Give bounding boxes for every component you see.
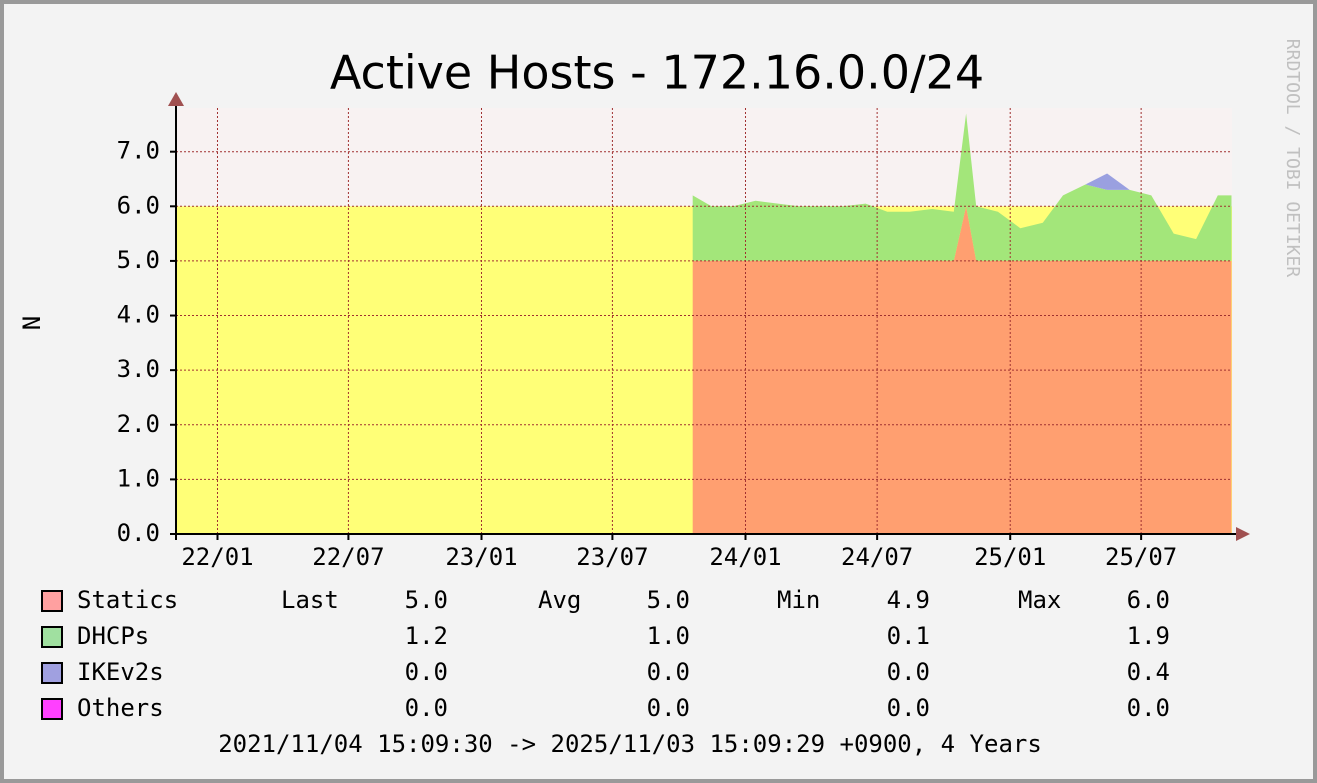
x-tick-label: 22/01	[181, 543, 253, 571]
legend-swatch	[41, 590, 63, 612]
stats-value: 0.0	[405, 658, 448, 686]
area	[692, 206, 1232, 535]
x-tick-label: 23/07	[576, 543, 648, 571]
stats-value: 0.0	[647, 658, 690, 686]
x-tick-label: 25/01	[974, 543, 1046, 571]
stats-value: 5.0	[405, 586, 448, 614]
chart-title: Active Hosts - 172.16.0.0/24	[330, 46, 984, 100]
x-tick-label: 24/07	[841, 543, 913, 571]
y-tick-label: 3.0	[117, 355, 160, 383]
legend-swatch	[41, 698, 63, 720]
area	[692, 113, 1232, 261]
stats-value: 6.0	[1127, 586, 1170, 614]
stats-value: 0.0	[405, 694, 448, 722]
y-axis-arrow	[168, 92, 184, 106]
x-tick-label: 24/01	[709, 543, 781, 571]
watermark: RRDTOOL / TOBI OETIKER	[1282, 39, 1303, 278]
y-tick-label: 7.0	[117, 137, 160, 165]
y-tick-label: 4.0	[117, 301, 160, 329]
stats-value: 0.0	[1127, 694, 1170, 722]
stats-value: 0.1	[887, 622, 930, 650]
legend-label: Statics	[77, 586, 178, 614]
footer: 2021/11/04 15:09:30 -> 2025/11/03 15:09:…	[218, 730, 1042, 758]
y-axis-label: N	[18, 316, 46, 330]
stats-header: Avg	[538, 586, 581, 614]
y-tick-label: 6.0	[117, 191, 160, 219]
stats-value: 0.0	[887, 694, 930, 722]
y-tick-label: 5.0	[117, 246, 160, 274]
stats-value: 0.0	[647, 694, 690, 722]
stats-value: 1.9	[1127, 622, 1170, 650]
stats-header: Last	[281, 586, 339, 614]
stats-header: Max	[1018, 586, 1061, 614]
stats-value: 5.0	[647, 586, 690, 614]
legend-label: IKEv2s	[77, 658, 164, 686]
x-tick-label: 22/07	[312, 543, 384, 571]
stats-value: 4.9	[887, 586, 930, 614]
stats-header: Min	[777, 586, 820, 614]
legend-label: Others	[77, 694, 164, 722]
x-tick-label: 25/07	[1105, 543, 1177, 571]
stats-value: 0.4	[1127, 658, 1170, 686]
stats-value: 1.0	[647, 622, 690, 650]
y-tick-label: 1.0	[117, 464, 160, 492]
stats-value: 0.0	[887, 658, 930, 686]
stats-value: 1.2	[405, 622, 448, 650]
x-tick-label: 23/01	[445, 543, 517, 571]
legend-label: DHCPs	[77, 622, 149, 650]
x-axis-arrow	[1236, 527, 1250, 541]
legend-swatch	[41, 662, 63, 684]
y-tick-label: 0.0	[117, 519, 160, 547]
legend-swatch	[41, 626, 63, 648]
y-tick-label: 2.0	[117, 410, 160, 438]
